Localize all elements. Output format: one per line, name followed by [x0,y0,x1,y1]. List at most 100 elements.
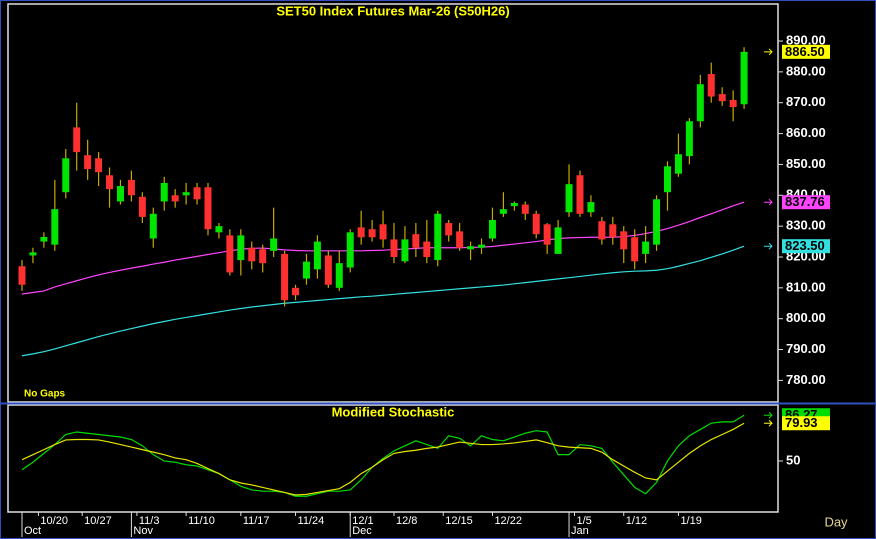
candle-body [84,155,92,170]
marker-arrow [764,419,773,427]
candle-body [642,241,650,254]
candle-body [685,121,693,157]
candle-body [543,224,551,245]
y-tick-label: 790.00 [786,341,826,356]
candle-body [499,209,507,214]
candle-body [116,186,124,202]
candle-body [631,237,639,262]
candle-body [587,202,595,213]
marker-arrow [764,242,773,250]
candle-body [718,94,726,102]
x-tick-label: 1/12 [626,515,647,527]
candle-body [663,166,671,193]
x-tick-label: 12/1 [352,515,373,527]
candle-body [302,261,310,279]
x-tick-label: 11/10 [188,515,215,527]
candle-body [488,219,496,239]
candle-body [73,127,81,153]
month-label: Jan [571,525,589,537]
marker-label: 837.76 [785,194,825,209]
candle-body [215,226,223,233]
candle-body [248,247,256,262]
candle-body [226,235,234,273]
candle-body [620,231,628,250]
candle-body [390,239,398,257]
chart-title: SET50 Index Futures Mar-26 (S50H26) [276,3,509,18]
period-label: Day [824,514,848,529]
candle-body [313,241,321,270]
candle-body [270,238,278,251]
marker-arrow [764,198,773,206]
x-tick-label: 12/8 [396,515,417,527]
panel-title: Modified Stochastic [332,404,455,419]
x-tick-label: 11/17 [243,515,270,527]
marker-box [782,44,830,59]
price-panel [7,3,779,403]
candle-body [62,158,70,193]
y-tick-label: 860.00 [786,125,826,140]
candle-body [259,249,267,264]
candle-body [576,175,584,214]
candle-body [401,239,409,262]
y-tick-label: 800.00 [786,310,826,325]
candle-body [40,236,48,242]
candle-body [368,229,376,238]
candle-body [674,154,682,174]
candle-body [18,266,26,285]
candle-body [707,74,715,97]
candle-body [423,241,431,257]
candle-body [324,255,332,285]
candle-body [510,203,518,207]
marker-box [782,239,830,254]
month-label: Dec [352,525,372,537]
candle-body [138,196,146,217]
marker-box [782,416,830,431]
x-tick-label: 10/20 [40,515,68,527]
x-tick-label: 11/3 [139,515,160,527]
x-tick-label: 12/15 [445,515,473,527]
candle-body [609,224,617,238]
line-series [21,414,745,497]
annotation: No Gaps [24,389,66,400]
marker-arrow [764,48,773,56]
month-label: Oct [24,525,41,537]
candle-body [182,192,190,196]
line-series [21,422,745,496]
candle-body [335,263,343,288]
candle-body [193,187,201,200]
candle-body [160,182,168,202]
candle-body [29,252,37,256]
month-label: Nov [133,525,153,537]
x-tick-label: 12/22 [494,515,522,527]
candle-body [379,224,387,240]
stochastic-panel [7,404,779,513]
line-series [21,245,745,357]
y-tick-label: 810.00 [786,279,826,294]
candle-body [696,84,704,122]
candle-body [412,234,420,248]
y-tick-label: 870.00 [786,94,826,109]
y-tick-label: 880.00 [786,63,826,78]
candle-body [565,184,573,213]
candle-body [237,235,245,261]
candle-body [445,223,453,236]
marker-label: 886.50 [785,44,825,59]
y-tick-label: 850.00 [786,156,826,171]
candle-body [467,246,475,250]
y-tick-label: 890.00 [786,32,826,47]
candle-body [456,231,464,248]
candle-body [204,187,212,230]
candle-body [729,99,737,108]
candle-body [171,195,179,202]
candle-body [281,253,289,301]
candle-body [127,179,135,196]
candle-body [653,199,661,245]
x-tick-label: 1/5 [577,515,592,527]
x-tick-label: 10/27 [84,515,112,527]
candle-body [95,158,103,173]
x-tick-label: 1/19 [680,515,701,527]
y-tick-label: 780.00 [786,372,826,387]
x-tick-label: 11/24 [298,515,325,527]
candle-body [51,209,59,245]
y-tick-label: 830.00 [786,218,826,233]
